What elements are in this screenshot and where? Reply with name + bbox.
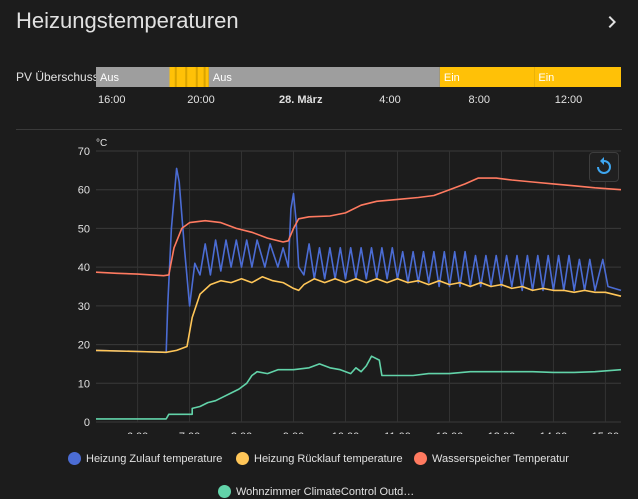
legend-label: Heizung Zulauf temperature bbox=[86, 452, 223, 465]
timeline-tick-label: 8:00 bbox=[468, 94, 490, 106]
timeline-segment-on[interactable] bbox=[439, 67, 535, 87]
timeline-tick-label: 28. März bbox=[279, 94, 323, 106]
series-line-2[interactable] bbox=[95, 276, 622, 354]
x-tick-label: 11:00 bbox=[384, 431, 411, 434]
y-tick-label: 10 bbox=[78, 378, 90, 390]
timeline-segment-label: Aus bbox=[100, 72, 119, 84]
x-tick-label: 7:00 bbox=[179, 431, 200, 434]
timeline-tick-label: 16:00 bbox=[97, 94, 126, 106]
y-tick-label: 50 bbox=[78, 223, 90, 235]
x-tick-label: 8:00 bbox=[231, 431, 252, 434]
y-tick-label: 60 bbox=[78, 185, 90, 197]
line-chart[interactable]: °C 0 10 20 30 40 50 60 70 6:00 7:00 8:00 9:00 10:00 11… bbox=[0, 134, 638, 434]
timeline-segment-label: Ein bbox=[538, 72, 554, 84]
timeline-tick-label: 20:00 bbox=[187, 94, 215, 106]
series-line-4[interactable] bbox=[96, 355, 622, 420]
series-line-1[interactable] bbox=[95, 167, 622, 354]
timeline-flicker bbox=[195, 67, 198, 87]
timeline-bar[interactable]: Aus Aus Ein Ein bbox=[96, 67, 621, 87]
timeline-segment-on[interactable] bbox=[534, 67, 621, 87]
reset-zoom-icon[interactable] bbox=[589, 152, 619, 182]
y-axis-unit: °C bbox=[96, 138, 107, 149]
x-tick-label: 9:00 bbox=[283, 431, 304, 434]
x-tick-label: 6:00 bbox=[127, 431, 148, 434]
x-tick-label: 12:00 bbox=[436, 431, 464, 434]
timeline-segment-off[interactable] bbox=[96, 67, 170, 87]
legend-label: Wohnzimmer ClimateControl Outd… bbox=[236, 485, 415, 498]
y-tick-label: 70 bbox=[78, 146, 90, 158]
timeline-flicker bbox=[174, 67, 177, 87]
timeline-flicker bbox=[203, 67, 206, 87]
y-tick-label: 40 bbox=[78, 262, 90, 274]
timeline-segment-on[interactable] bbox=[169, 67, 209, 87]
timeline-label: PV Überschuss bbox=[16, 70, 99, 84]
y-tick-label: 30 bbox=[78, 301, 90, 313]
legend-label: Heizung Rücklauf temperature bbox=[254, 452, 403, 465]
timeline-segment-off[interactable] bbox=[208, 67, 440, 87]
legend-item[interactable]: Heizung Rücklauf temperature bbox=[236, 452, 403, 465]
legend-item[interactable]: Wasserspeicher Temperatur bbox=[414, 452, 569, 465]
legend-item[interactable]: Wohnzimmer ClimateControl Outd… bbox=[218, 485, 414, 498]
chevron-right-icon[interactable] bbox=[600, 10, 624, 34]
x-tick-label: 15:00 bbox=[592, 431, 620, 434]
timeline-segment-label: Aus bbox=[213, 72, 232, 84]
timeline-tick-label: 12:00 bbox=[554, 94, 583, 106]
legend-dot-icon bbox=[218, 485, 231, 498]
timeline-flicker bbox=[185, 67, 188, 87]
legend-dot-icon bbox=[68, 452, 81, 465]
y-tick-label: 20 bbox=[78, 340, 90, 352]
legend-dot-icon bbox=[236, 452, 249, 465]
timeline-tick-label: 4:00 bbox=[379, 94, 401, 106]
divider bbox=[16, 129, 622, 130]
x-tick-label: 14:00 bbox=[540, 431, 568, 434]
series-line-3[interactable] bbox=[95, 177, 622, 277]
card-title: Heizungstemperaturen bbox=[16, 8, 239, 33]
legend-item[interactable]: Heizung Zulauf temperature bbox=[68, 452, 222, 465]
legend-label: Wasserspeicher Temperatur bbox=[432, 452, 569, 465]
timeline-segment-label: Ein bbox=[444, 72, 460, 84]
y-tick-label: 0 bbox=[84, 417, 90, 429]
legend-dot-icon bbox=[414, 452, 427, 465]
x-tick-label: 10:00 bbox=[332, 431, 360, 434]
x-tick-label: 13:00 bbox=[488, 431, 516, 434]
